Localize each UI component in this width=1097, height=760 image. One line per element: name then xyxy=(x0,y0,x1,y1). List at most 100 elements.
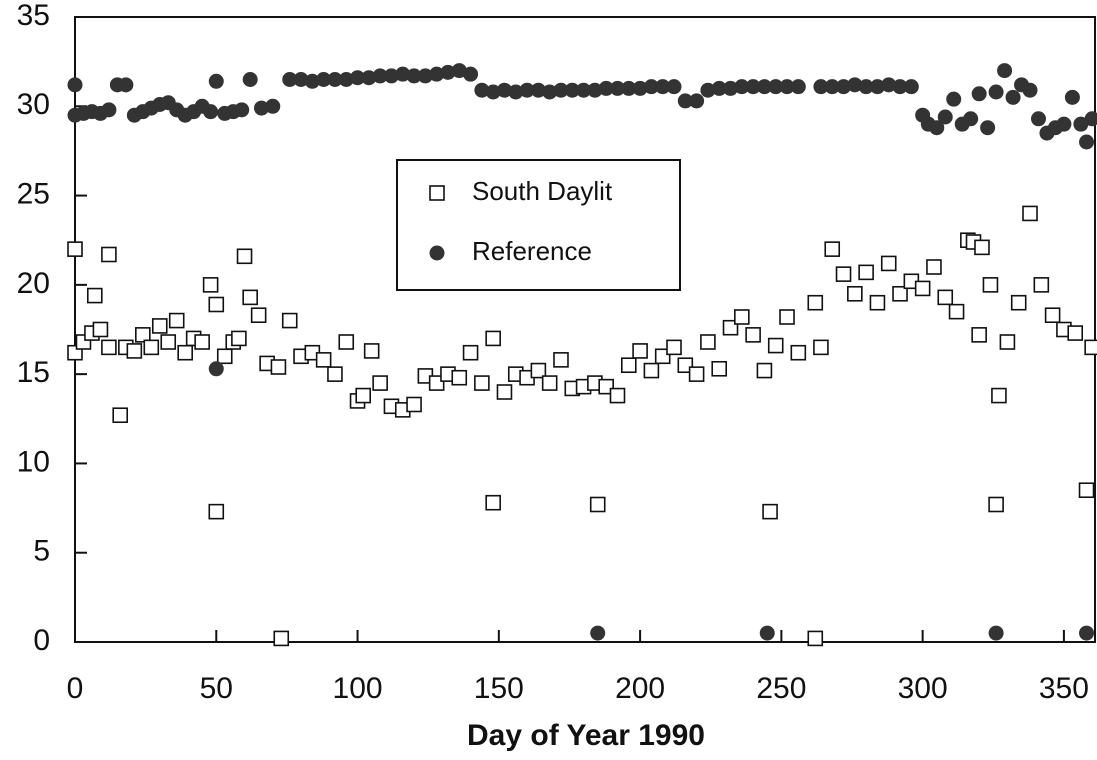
point xyxy=(508,84,524,100)
point xyxy=(208,73,224,89)
point xyxy=(576,82,592,98)
point xyxy=(666,79,682,95)
point xyxy=(892,285,908,302)
x-tick-label: 100 xyxy=(333,672,383,705)
point xyxy=(745,79,761,95)
point xyxy=(168,312,185,329)
point xyxy=(203,104,219,120)
point xyxy=(643,362,660,379)
point xyxy=(451,369,468,386)
point xyxy=(327,366,343,382)
point xyxy=(194,334,210,350)
point xyxy=(598,80,614,96)
point xyxy=(350,70,366,86)
point xyxy=(143,339,160,356)
x-tick-label: 0 xyxy=(67,672,84,705)
point xyxy=(847,285,863,302)
point xyxy=(553,82,569,98)
point xyxy=(234,102,250,118)
point xyxy=(762,503,778,520)
point xyxy=(282,72,298,87)
point xyxy=(1067,325,1084,341)
y-tick-label: 10 xyxy=(17,445,50,478)
point xyxy=(355,387,371,404)
point xyxy=(406,68,422,84)
point xyxy=(67,241,83,257)
point xyxy=(632,343,648,359)
point xyxy=(1073,116,1089,132)
point xyxy=(590,625,606,641)
point xyxy=(756,79,772,95)
point xyxy=(417,68,433,84)
point xyxy=(756,362,773,379)
point xyxy=(208,361,224,377)
point xyxy=(677,93,693,109)
point xyxy=(980,120,996,136)
point xyxy=(836,79,852,95)
point xyxy=(406,396,422,413)
point xyxy=(135,327,151,343)
point xyxy=(496,82,512,98)
x-tick-label: 350 xyxy=(1039,672,1089,705)
point xyxy=(779,309,795,325)
point xyxy=(265,98,281,114)
point xyxy=(824,241,841,257)
point xyxy=(1079,625,1095,641)
point xyxy=(790,344,807,361)
point xyxy=(666,339,682,356)
point xyxy=(451,63,467,79)
point xyxy=(462,344,479,361)
point xyxy=(485,84,501,100)
point xyxy=(609,80,625,96)
point xyxy=(982,277,999,293)
y-tick-label: 35 xyxy=(17,0,50,32)
point xyxy=(880,255,897,272)
point xyxy=(948,303,965,320)
point xyxy=(869,294,886,311)
point xyxy=(231,330,247,347)
point xyxy=(86,287,103,304)
point xyxy=(971,86,987,102)
point xyxy=(92,321,109,338)
point xyxy=(208,503,225,520)
point xyxy=(914,280,931,297)
point xyxy=(598,378,614,395)
y-tick-label: 5 xyxy=(33,535,50,568)
point xyxy=(1022,205,1038,222)
point xyxy=(126,343,143,359)
point xyxy=(519,82,535,98)
point xyxy=(1084,111,1097,127)
point xyxy=(440,64,456,80)
point xyxy=(835,266,852,282)
point xyxy=(997,63,1013,79)
point xyxy=(999,334,1016,350)
point xyxy=(160,334,177,350)
point xyxy=(304,73,320,89)
point xyxy=(929,120,945,136)
point xyxy=(700,334,716,350)
point xyxy=(530,362,547,379)
point xyxy=(632,80,648,96)
point xyxy=(963,111,979,127)
point xyxy=(654,348,671,365)
point xyxy=(485,330,501,347)
point xyxy=(530,82,546,98)
x-tick-label: 200 xyxy=(615,672,665,705)
point xyxy=(372,375,388,391)
point xyxy=(242,72,258,87)
point xyxy=(363,343,380,359)
point xyxy=(745,327,761,343)
point xyxy=(689,93,705,109)
point xyxy=(813,79,829,95)
point xyxy=(768,79,784,95)
point xyxy=(589,496,606,513)
point xyxy=(620,357,637,374)
point xyxy=(101,339,117,356)
point xyxy=(236,248,253,265)
point xyxy=(824,79,840,95)
legend-label: South Daylit xyxy=(472,176,613,206)
point xyxy=(991,387,1007,404)
point xyxy=(892,79,908,95)
point xyxy=(67,77,83,93)
